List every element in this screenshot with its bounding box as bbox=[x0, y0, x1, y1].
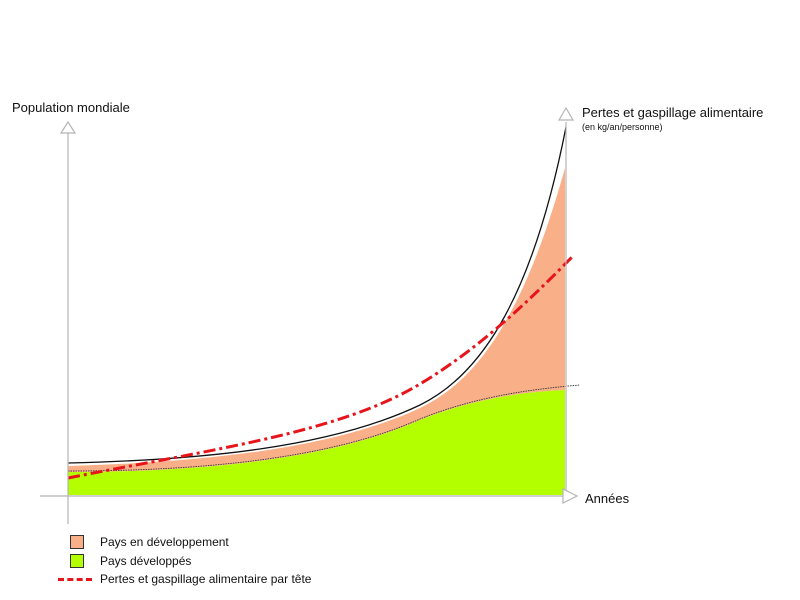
legend-swatch-developing bbox=[70, 535, 84, 549]
legend-label-developed: Pays développés bbox=[100, 554, 192, 568]
population-curve bbox=[67, 126, 567, 464]
legend-label-developing: Pays en développement bbox=[100, 535, 229, 549]
right-axis-label: Pertes et gaspillage alimentaire bbox=[582, 105, 764, 120]
right-axis-arrow-icon bbox=[557, 106, 575, 121]
right-axis-unit: (en kg/an/personne) bbox=[582, 122, 663, 132]
left-axis-arrow-icon bbox=[59, 120, 77, 134]
developed-boundary-curve bbox=[67, 384, 581, 472]
x-axis-label: Années bbox=[585, 491, 630, 506]
legend-item-per-capita: Pertes et gaspillage alimentaire par têt… bbox=[58, 571, 311, 587]
left-axis-label: Population mondiale bbox=[12, 100, 130, 115]
legend-label-per-capita: Pertes et gaspillage alimentaire par têt… bbox=[100, 572, 312, 586]
legend-item-developed: Pays développés bbox=[58, 553, 191, 569]
x-axis-arrow-icon bbox=[562, 488, 579, 504]
developed-countries-area bbox=[68, 390, 565, 495]
per-capita-loss-line bbox=[67, 253, 576, 480]
legend-line-sample-icon bbox=[58, 577, 92, 581]
legend-item-developing: Pays en développement bbox=[58, 534, 229, 550]
legend-swatch-developed bbox=[70, 554, 84, 568]
